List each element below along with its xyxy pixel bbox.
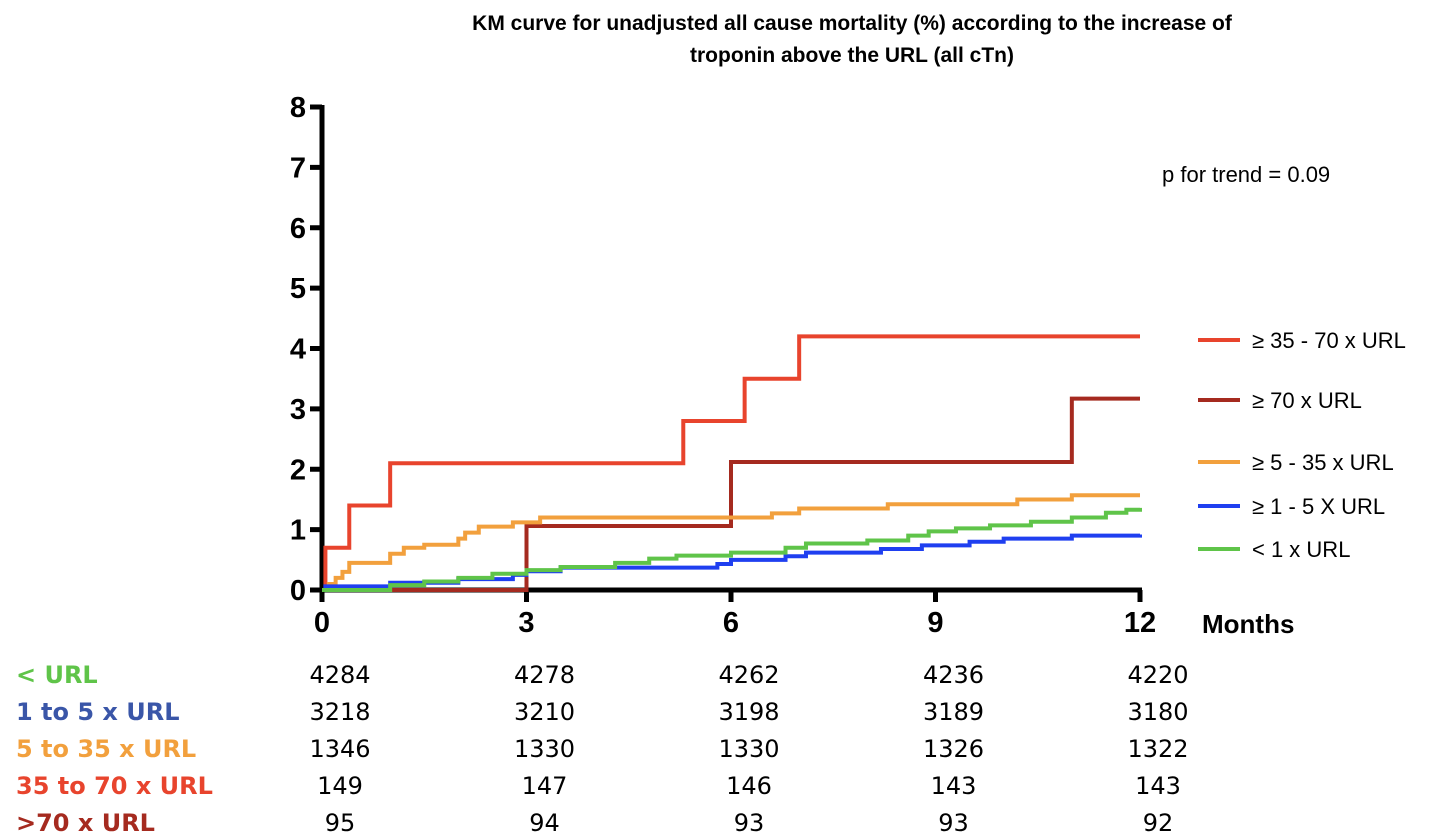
risk-cell: 147 — [522, 772, 568, 800]
risk-cell: 4236 — [923, 661, 984, 689]
legend-label-2: ≥ 5 - 35 x URL — [1252, 450, 1394, 475]
legend-label-4: < 1 x URL — [1252, 537, 1350, 562]
x-axis-unit-label: Months — [1202, 609, 1294, 639]
risk-cell: 92 — [1143, 809, 1174, 837]
x-tick-label: 12 — [1124, 607, 1156, 639]
y-tick-label: 2 — [290, 454, 306, 486]
legend-label-0: ≥ 35 - 70 x URL — [1252, 328, 1406, 353]
x-tick-label: 0 — [314, 607, 330, 639]
risk-cell: 143 — [931, 772, 977, 800]
risk-cell: 143 — [1135, 772, 1181, 800]
series-line-0 — [322, 334, 1140, 592]
risk-cell: 1330 — [514, 735, 575, 763]
y-tick-label: 4 — [290, 334, 306, 366]
series-line-2 — [322, 493, 1140, 592]
y-tick-label: 6 — [290, 213, 306, 245]
p-trend-annotation: p for trend = 0.09 — [1162, 162, 1330, 187]
x-tick-label: 9 — [927, 607, 943, 639]
risk-cell: 93 — [938, 809, 969, 837]
risk-cell: 1346 — [309, 735, 370, 763]
legend-label-3: ≥ 1 - 5 X URL — [1252, 494, 1385, 519]
risk-row-label-3: 35 to 70 x URL — [16, 772, 213, 800]
chart-title-line-2: troponin above the URL (all cTn) — [690, 44, 1014, 67]
risk-cell: 4278 — [514, 661, 575, 689]
risk-cell: 93 — [734, 809, 765, 837]
risk-cell: 4284 — [309, 661, 370, 689]
risk-cell: 3210 — [514, 698, 575, 726]
series-line-4 — [322, 507, 1142, 592]
risk-cell: 149 — [317, 772, 363, 800]
risk-cell: 3198 — [718, 698, 779, 726]
risk-table: < URL 4284 4278 4262 4236 4220 1 to 5 x URL 321… — [16, 661, 1189, 837]
y-tick-label: 5 — [290, 273, 306, 305]
risk-row-label-4: >70 x URL — [16, 809, 155, 837]
y-tick-label: 1 — [290, 515, 306, 547]
risk-cell: 4262 — [718, 661, 779, 689]
risk-row-label-2: 5 to 35 x URL — [16, 735, 196, 763]
x-tick-label: 3 — [518, 607, 534, 639]
y-tick-label: 3 — [290, 394, 306, 426]
risk-cell: 94 — [529, 809, 560, 837]
x-tick-label: 6 — [723, 607, 739, 639]
risk-cell: 4220 — [1127, 661, 1188, 689]
y-tick-label: 7 — [290, 152, 306, 184]
risk-cell: 1322 — [1127, 735, 1188, 763]
risk-cell: 146 — [726, 772, 772, 800]
chart-title-line-1: KM curve for unadjusted all cause mortal… — [472, 12, 1233, 35]
legend-label-1: ≥ 70 x URL — [1252, 388, 1362, 413]
series-line-1 — [322, 396, 1140, 592]
risk-cell: 95 — [325, 809, 356, 837]
y-tick-label: 8 — [290, 92, 306, 124]
risk-row-label-0: < URL — [16, 661, 98, 689]
curves — [322, 334, 1142, 592]
risk-cell: 3189 — [923, 698, 984, 726]
risk-cell: 3218 — [309, 698, 370, 726]
risk-cell: 1330 — [718, 735, 779, 763]
risk-row-label-1: 1 to 5 x URL — [16, 698, 180, 726]
risk-cell: 1326 — [923, 735, 984, 763]
risk-cell: 3180 — [1127, 698, 1188, 726]
y-tick-label: 0 — [290, 575, 306, 607]
legend: ≥ 35 - 70 x URL ≥ 70 x URL ≥ 5 - 35 x URL ≥… — [1198, 328, 1406, 562]
